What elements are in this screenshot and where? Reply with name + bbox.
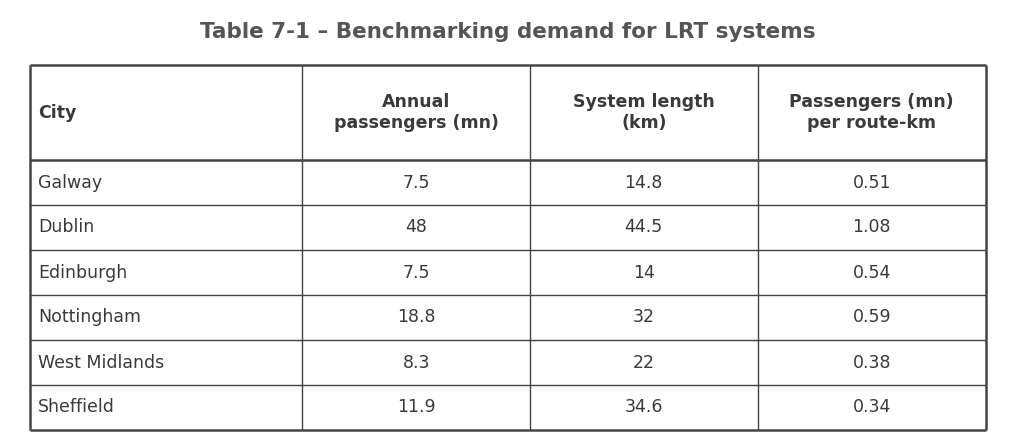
Text: Nottingham: Nottingham [38, 308, 141, 326]
Text: 18.8: 18.8 [397, 308, 436, 326]
Text: Annual
passengers (mn): Annual passengers (mn) [334, 93, 499, 132]
Text: 0.59: 0.59 [852, 308, 891, 326]
Text: West Midlands: West Midlands [38, 353, 165, 371]
Text: 48: 48 [405, 219, 427, 236]
Text: Galway: Galway [38, 173, 103, 191]
Text: 14.8: 14.8 [625, 173, 662, 191]
Text: City: City [38, 103, 76, 121]
Text: System length
(km): System length (km) [573, 93, 714, 132]
Text: 22: 22 [633, 353, 654, 371]
Text: 0.34: 0.34 [852, 399, 891, 417]
Text: Table 7-1 – Benchmarking demand for LRT systems: Table 7-1 – Benchmarking demand for LRT … [200, 22, 816, 42]
Text: 8.3: 8.3 [402, 353, 430, 371]
Text: 1.08: 1.08 [852, 219, 891, 236]
Text: Sheffield: Sheffield [38, 399, 115, 417]
Text: 14: 14 [633, 264, 654, 282]
Text: 7.5: 7.5 [402, 173, 430, 191]
Text: 32: 32 [633, 308, 654, 326]
Text: 44.5: 44.5 [625, 219, 662, 236]
Text: 34.6: 34.6 [625, 399, 663, 417]
Text: 7.5: 7.5 [402, 264, 430, 282]
Text: 0.54: 0.54 [852, 264, 891, 282]
Text: Passengers (mn)
per route-km: Passengers (mn) per route-km [789, 93, 954, 132]
Text: Dublin: Dublin [38, 219, 94, 236]
Text: Edinburgh: Edinburgh [38, 264, 127, 282]
Text: 0.38: 0.38 [852, 353, 891, 371]
Text: 0.51: 0.51 [852, 173, 891, 191]
Text: 11.9: 11.9 [397, 399, 436, 417]
